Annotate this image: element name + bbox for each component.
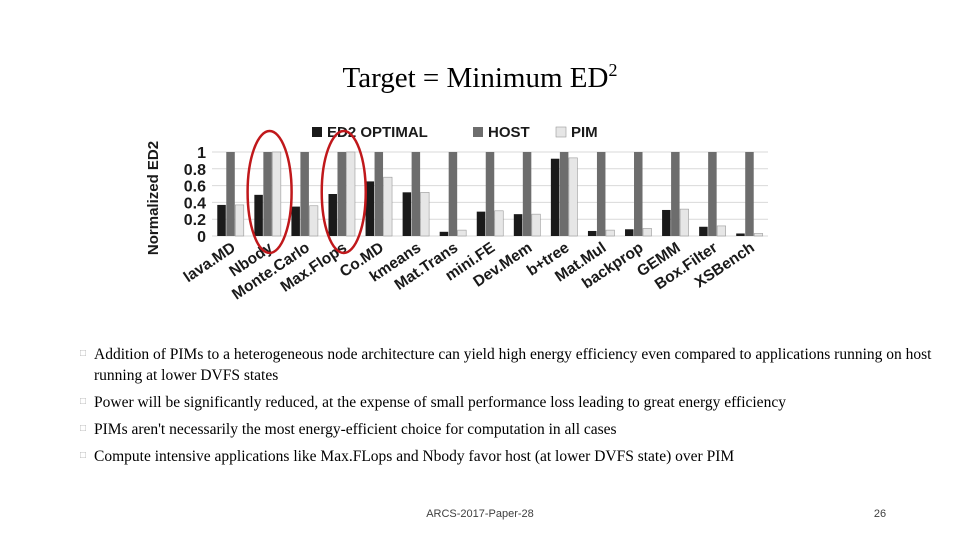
bar — [485, 152, 495, 236]
bar — [300, 152, 309, 236]
bar — [217, 204, 226, 236]
bar — [383, 176, 393, 237]
legend-swatch — [312, 127, 322, 137]
bar — [365, 181, 375, 236]
bar — [559, 152, 569, 236]
bar — [708, 152, 717, 236]
bullet-marker-icon: □ — [80, 348, 87, 359]
bar — [439, 231, 449, 236]
y-tick-label: 0.8 — [184, 162, 206, 179]
legend-swatch — [555, 126, 567, 138]
bar — [679, 208, 689, 237]
bar — [402, 192, 412, 236]
bar — [226, 152, 235, 236]
bullet-marker-icon: □ — [80, 396, 87, 407]
bar — [736, 233, 745, 236]
slide-title: Target = Minimum ED2 — [0, 60, 960, 95]
bar — [448, 152, 458, 236]
bullet-text: Addition of PIMs to a heterogeneous node… — [94, 346, 932, 384]
slide-title-text: Target = Minimum ED — [342, 62, 609, 94]
y-tick-label: 0.6 — [184, 179, 206, 196]
bullet-list: □ Addition of PIMs to a heterogeneous nod… — [80, 344, 940, 473]
y-tick-label: 0.2 — [184, 212, 206, 229]
bar — [522, 152, 532, 236]
highlight-circle — [246, 129, 293, 255]
bar — [671, 152, 680, 236]
bullet-item: □ Addition of PIMs to a heterogeneous nod… — [80, 344, 940, 386]
bar — [642, 228, 652, 237]
bullet-text: Power will be significantly reduced, at … — [94, 394, 786, 411]
legend-label: HOST — [488, 124, 530, 141]
bar — [476, 211, 486, 236]
bar — [309, 205, 319, 237]
bullet-text: Compute intensive applications like Max.… — [94, 448, 735, 465]
bar — [745, 152, 754, 236]
bar — [411, 152, 421, 236]
y-tick-label: 0.4 — [184, 195, 206, 212]
bar — [634, 152, 643, 236]
bar — [596, 152, 606, 236]
bar — [753, 233, 764, 237]
page-number: 26 — [873, 508, 887, 520]
bar — [662, 209, 671, 236]
bar — [568, 157, 578, 237]
highlight-circle — [320, 129, 367, 255]
bar — [531, 213, 541, 237]
bullet-item: □ PIMs aren't necessarily the most energy… — [80, 419, 940, 440]
bar — [254, 194, 263, 236]
bar — [513, 214, 523, 236]
bullet-marker-icon: □ — [80, 450, 87, 461]
bullet-item: □ Compute intensive applications like Max… — [80, 446, 940, 467]
bar — [550, 158, 560, 236]
bar — [587, 230, 597, 236]
bar — [328, 194, 337, 236]
legend-label: PIM — [571, 124, 598, 141]
bar — [272, 151, 282, 237]
legend-label: ED2 OPTIMAL — [327, 124, 428, 141]
slide-title-superscript: 2 — [608, 60, 618, 80]
bar — [346, 151, 356, 237]
bar — [291, 206, 300, 236]
bullet-item: □ Power will be significantly reduced, at… — [80, 392, 940, 413]
y-tick-label: 1 — [197, 145, 206, 162]
bar — [605, 229, 615, 237]
bar — [716, 225, 726, 237]
footer-text: ARCS-2017-Paper-28 — [426, 508, 534, 520]
bar — [420, 192, 430, 237]
bullet-text: PIMs aren't necessarily the most energy-… — [94, 421, 617, 438]
y-axis-label: Normalized ED2 — [145, 141, 162, 255]
y-tick-label: 0 — [197, 229, 206, 246]
bar — [457, 229, 467, 237]
bar — [374, 152, 384, 236]
bar — [337, 152, 346, 236]
bar — [263, 152, 272, 236]
bar — [234, 204, 245, 237]
bar — [494, 210, 504, 237]
bullet-marker-icon: □ — [80, 423, 87, 434]
legend-swatch — [473, 127, 483, 137]
bar — [625, 229, 634, 236]
bar — [699, 226, 708, 236]
